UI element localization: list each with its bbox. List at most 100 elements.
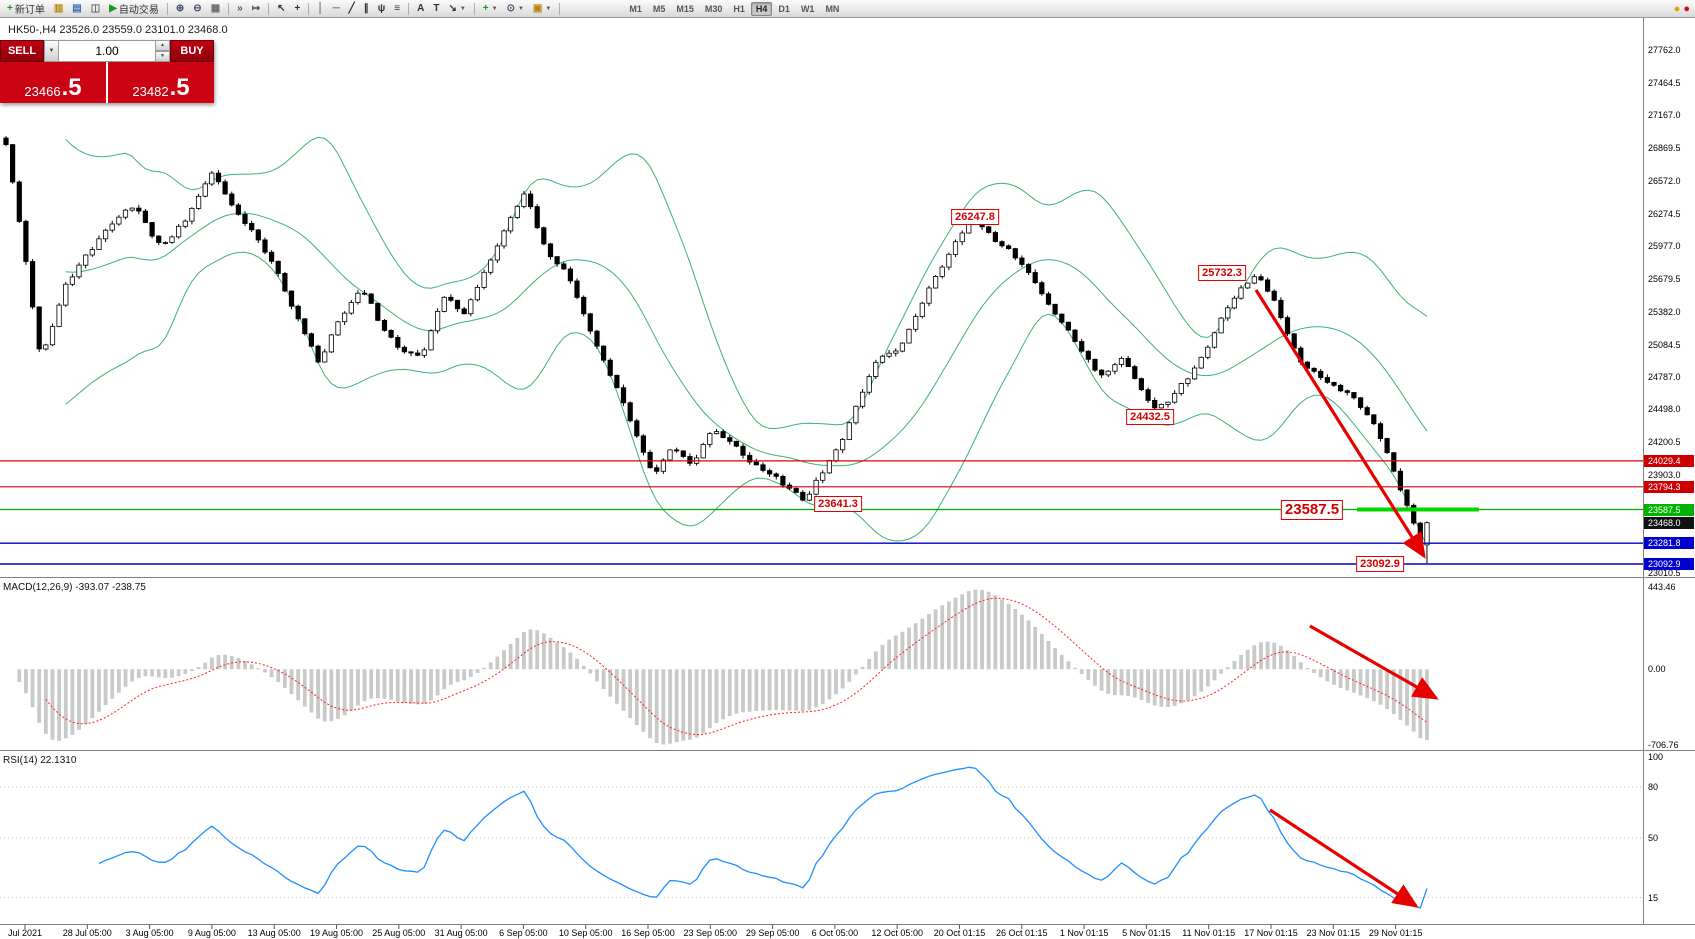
vertical-line-icon[interactable]: │ xyxy=(313,0,327,17)
time-tick-label: 6 Oct 05:00 xyxy=(811,928,859,938)
rsi-axis-tick: 15 xyxy=(1648,892,1659,903)
toolbar-separator xyxy=(408,2,410,15)
text-icon[interactable]: A xyxy=(413,0,428,17)
order-type-dropdown[interactable]: ▼ xyxy=(44,40,59,62)
timeframe-m30[interactable]: M30 xyxy=(704,3,723,14)
fibonacci-icon[interactable]: ≡ xyxy=(390,0,404,17)
text-icon: A xyxy=(417,2,425,14)
charts-icon[interactable]: ▥ xyxy=(50,0,67,17)
market-watch-icon[interactable]: ▤ xyxy=(68,0,85,17)
charts-icon: ▥ xyxy=(53,2,64,14)
sell-price[interactable]: 23466.5 xyxy=(0,62,106,103)
toolbar-right-icons: ● ● xyxy=(1674,3,1692,15)
email-alert-icon[interactable]: ● xyxy=(1673,2,1681,15)
timeframe-h4[interactable]: H4 xyxy=(750,1,773,16)
template-icon: ▣ xyxy=(532,2,543,14)
timeframe-group: M1 M5 M15 M30 H1 H4 D1 W1 MN xyxy=(624,1,844,16)
time-tick-label: 11 Nov 01:15 xyxy=(1182,928,1236,938)
price-tick: 24200.5 xyxy=(1648,437,1681,447)
horizontal-line-icon[interactable]: ─ xyxy=(329,0,344,17)
macd-axis-zero: 0.00 xyxy=(1648,664,1666,675)
price-label-object[interactable]: 23587.5 xyxy=(1280,499,1344,520)
play-icon: ▶ xyxy=(109,2,117,14)
price-label-object[interactable]: 23092.9 xyxy=(1356,556,1404,572)
periods-icon-caret: ▼ xyxy=(517,5,524,12)
text-label-icon: T xyxy=(433,2,440,14)
auto-trading-button[interactable]: ▶ 自动交易 xyxy=(105,0,163,17)
volume-decrease-button[interactable]: ▼ xyxy=(156,51,170,62)
cursor-icon[interactable]: ↖ xyxy=(273,0,289,17)
trend-arrow-object[interactable] xyxy=(1254,289,1426,559)
price-tick: 27464.5 xyxy=(1648,77,1681,88)
periods-icon[interactable]: ⊙ ▼ xyxy=(503,0,528,17)
price-axis[interactable]: 27762.0 27464.5 27167.0 26869.5 26572.0 26274… xyxy=(1643,18,1695,925)
pitchfork-icon[interactable]: ψ xyxy=(374,0,390,17)
time-axis[interactable]: Jul 2021 28 Jul 05:00 3 Aug 05:00 9 Aug 05:… xyxy=(0,925,1695,939)
price-tick: 27167.0 xyxy=(1648,110,1681,121)
trendline-icon: ╱ xyxy=(348,2,355,14)
navigator-icon[interactable]: ◫ xyxy=(87,0,104,17)
channel-icon[interactable]: ∥ xyxy=(360,0,373,17)
trend-arrow-object[interactable] xyxy=(1269,808,1419,908)
time-tick-label: 23 Sep 05:00 xyxy=(683,928,738,938)
buy-button[interactable]: BUY xyxy=(170,40,214,62)
price-tick: 24498.0 xyxy=(1648,404,1681,415)
text-label-icon[interactable]: T xyxy=(429,0,443,17)
time-tick-label: 19 Aug 05:00 xyxy=(309,928,364,938)
navigator-icon: ◫ xyxy=(90,2,101,14)
macd-axis-min: -706.76 xyxy=(1648,740,1679,750)
toolbar: + 新订单 ▥ ▤ ◫ ▶ 自动交易 ⊕ ⊖ ▦» ↦ ↖ + │ ─ ╱ ∥ ψ ≡ A T ↘ ▼ + ▼ ⊙ ▼ ▣ ▼ M1 M5 M… xyxy=(0,0,1695,18)
crosshair-icon: + xyxy=(294,2,301,14)
time-tick-label: 9 Aug 05:00 xyxy=(187,928,236,938)
volume-stepper: ▲ ▼ xyxy=(156,40,170,62)
price-tick: 25679.5 xyxy=(1648,274,1681,285)
timeframe-m1[interactable]: M1 xyxy=(629,3,642,14)
timeframe-h1[interactable]: H1 xyxy=(733,3,745,14)
auto-trading-button-label: 自动交易 xyxy=(118,5,159,16)
price-label-object[interactable]: 23641.3 xyxy=(814,495,862,512)
toolbar-separator xyxy=(308,2,310,15)
time-tick-label: 12 Oct 05:00 xyxy=(871,928,923,938)
zoom-in-icon[interactable]: ⊕ xyxy=(172,0,188,17)
notification-icon[interactable]: ● xyxy=(1683,2,1690,15)
sell-button[interactable]: SELL xyxy=(0,40,44,62)
order-prices-row: 23466.5 23482.5 xyxy=(0,62,214,103)
plus-icon: + xyxy=(7,2,13,14)
time-tick-label: 17 Nov 01:15 xyxy=(1244,928,1298,938)
toolbar-separator xyxy=(228,2,230,15)
buy-price[interactable]: 23482.5 xyxy=(108,62,214,103)
arrows-tool-icon[interactable]: ↘ ▼ xyxy=(444,0,469,17)
chart-symbol-ohlc: HK50-,H4 23526.0 23559.0 23101.0 23468.0 xyxy=(8,24,228,36)
price-label-object[interactable]: 24432.5 xyxy=(1126,408,1174,425)
tile-windows-icon[interactable]: ▦ xyxy=(207,0,224,17)
trendline-icon[interactable]: ╱ xyxy=(345,0,359,17)
new-order-button[interactable]: + 新订单 xyxy=(3,0,49,17)
chart-shift-icon[interactable]: ↦ xyxy=(248,0,264,17)
volume-input[interactable] xyxy=(59,40,156,62)
macd-signal-line xyxy=(45,597,1428,736)
indicators-icon-caret: ▼ xyxy=(491,5,498,12)
timeframe-d1[interactable]: D1 xyxy=(778,3,790,14)
indicators-icon[interactable]: + ▼ xyxy=(479,0,502,17)
buy-price-frac: .5 xyxy=(169,74,190,101)
horizontal-line-icon: ─ xyxy=(332,2,340,14)
timeframe-m5[interactable]: M5 xyxy=(652,3,666,14)
timeframe-mn[interactable]: MN xyxy=(825,3,840,14)
level-price-badge: 23587.5 xyxy=(1644,503,1694,516)
time-tick-label: 29 Sep 05:00 xyxy=(745,928,800,938)
timeframe-w1[interactable]: W1 xyxy=(800,3,815,14)
zoom-out-icon[interactable]: ⊖ xyxy=(189,0,205,17)
channel-icon: ∥ xyxy=(363,2,369,14)
buy-price-int: 23482 xyxy=(132,84,169,99)
crosshair-icon[interactable]: + xyxy=(290,0,304,17)
timeframe-m15[interactable]: M15 xyxy=(676,3,694,14)
price-label-object[interactable]: 25732.3 xyxy=(1198,265,1246,282)
trend-arrow-object[interactable] xyxy=(1309,624,1439,700)
volume-increase-button[interactable]: ▲ xyxy=(156,40,170,51)
price-label-object[interactable]: 26247.8 xyxy=(951,208,999,225)
time-tick-label: 10 Sep 05:00 xyxy=(558,928,613,938)
auto-scroll-icon[interactable]: » xyxy=(233,0,247,17)
template-icon[interactable]: ▣ ▼ xyxy=(529,0,555,17)
time-tick-label: 5 Nov 01:15 xyxy=(1122,928,1171,938)
